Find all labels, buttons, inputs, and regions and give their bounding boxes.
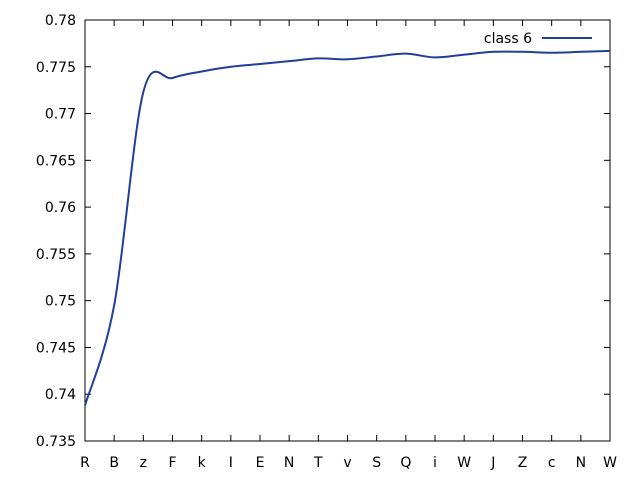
x-tick-label: W	[603, 455, 617, 471]
x-tick-label: v	[343, 455, 351, 471]
x-tick-label: c	[548, 455, 556, 471]
x-tick-label: W	[457, 455, 471, 471]
y-tick-label: 0.74	[45, 387, 76, 403]
series-line-class-6	[84, 49, 611, 406]
legend-label: class 6	[484, 31, 532, 47]
x-tick-label: S	[372, 455, 381, 471]
x-tick-label: F	[168, 455, 176, 471]
x-tick-label: I	[229, 455, 233, 471]
axis-ticks	[84, 19, 611, 442]
x-tick-label: R	[80, 455, 90, 471]
y-tick-label: 0.775	[36, 60, 76, 76]
y-tick-label: 0.755	[36, 247, 76, 263]
x-tick-label: N	[576, 455, 586, 471]
y-tick-label: 0.735	[36, 434, 76, 450]
y-tick-labels: 0.735 0.74 0.745 0.75 0.755 0.76 0.765 0.77 0.77…	[36, 13, 76, 450]
x-tick-label: Q	[400, 455, 411, 471]
x-tick-label: E	[256, 455, 265, 471]
x-tick-label: z	[140, 455, 147, 471]
x-tick-label: T	[313, 455, 323, 471]
x-tick-label: J	[490, 455, 495, 471]
y-tick-label: 0.77	[45, 107, 76, 123]
y-tick-label: 0.75	[45, 294, 76, 310]
x-tick-label: Z	[518, 455, 528, 471]
y-tick-label: 0.76	[45, 200, 76, 216]
y-tick-label: 0.765	[36, 153, 76, 169]
x-tick-label: k	[198, 455, 207, 471]
y-tick-label: 0.78	[45, 13, 76, 29]
x-tick-label: B	[109, 455, 119, 471]
x-tick-label: N	[284, 455, 294, 471]
plot-frame	[84, 19, 611, 442]
x-tick-label: i	[433, 455, 437, 471]
y-tick-label: 0.745	[36, 340, 76, 356]
legend: class 6	[484, 31, 592, 47]
